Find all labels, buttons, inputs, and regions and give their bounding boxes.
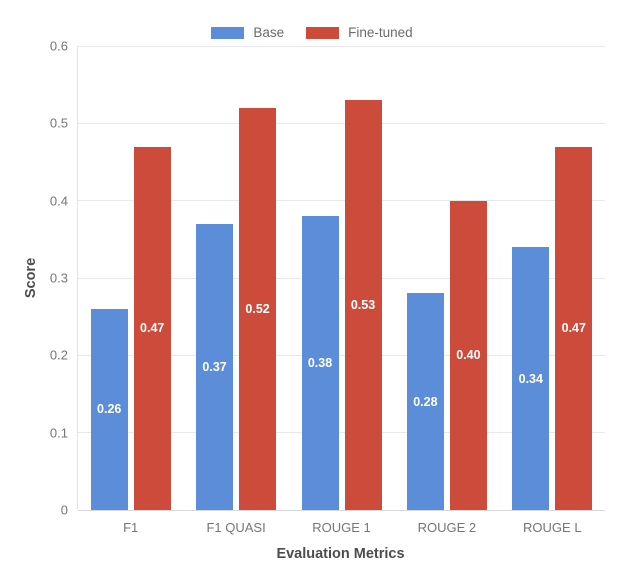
bar-value-label: 0.26 [97,402,122,417]
bar-value-label: 0.52 [245,301,270,316]
bar-value-label: 0.40 [456,348,481,363]
gridline [78,354,605,356]
bar-fine-tuned-f1-quasi[interactable]: 0.52 [239,107,277,510]
bar-fine-tuned-f1[interactable]: 0.47 [133,146,171,510]
legend-swatch [306,27,340,39]
bar-base-rouge-2[interactable]: 0.28 [406,293,444,510]
y-tick-label: 0.4 [49,193,68,209]
legend-item-base[interactable]: Base [211,26,284,40]
bar-value-label: 0.47 [140,321,165,336]
gridline [78,200,605,202]
y-tick-label: 0.2 [49,347,68,363]
bar-base-rouge-l[interactable]: 0.34 [512,247,550,510]
bar-fine-tuned-rouge-1[interactable]: 0.53 [344,100,382,510]
chart-legend: Base Fine-tuned [0,25,624,41]
gridline [78,45,605,47]
x-tick-label: F1 QUASI [206,520,266,535]
bar-value-label: 0.37 [202,359,227,374]
bar-value-label: 0.38 [307,355,333,370]
x-tick-label: ROUGE 1 [312,520,371,535]
legend-label: Base [253,25,285,41]
y-tick-label: 0.5 [49,115,68,131]
y-tick-label: 0.1 [49,425,68,441]
y-tick-label: 0.6 [49,38,68,54]
bar-value-label: 0.34 [518,371,543,386]
y-axis-title: Score [23,257,39,299]
x-axis-line [78,509,605,511]
gridline [78,122,605,124]
bar-fine-tuned-rouge-l[interactable]: 0.47 [555,146,593,510]
legend-item-fine-tuned[interactable]: Fine-tuned [306,26,413,40]
bar-base-f1-quasi[interactable]: 0.37 [196,223,234,510]
y-tick-label: 0.3 [49,270,68,286]
x-tick-label: F1 [123,520,139,535]
legend-swatch [211,27,245,39]
bar-value-label: 0.53 [350,297,376,312]
bar-value-label: 0.47 [561,321,586,336]
bar-value-label: 0.28 [413,394,438,409]
x-tick-label: ROUGE 2 [417,520,477,535]
bar-base-rouge-1[interactable]: 0.38 [301,216,339,510]
bar-fine-tuned-rouge-2[interactable]: 0.40 [449,200,487,510]
bar-base-f1[interactable]: 0.26 [90,308,128,510]
y-tick-label: 0 [60,502,68,518]
gridline [78,277,605,279]
x-tick-label: ROUGE L [523,520,582,535]
plot-area: 0 0.1 0.2 0.3 0.4 0.5 0.6 0.26 0.47 F1 0.37 0.52 F1 … [50,40,605,534]
x-axis-title: Evaluation Metrics [276,546,405,562]
gridline [78,432,605,434]
legend-label: Fine-tuned [348,25,413,41]
